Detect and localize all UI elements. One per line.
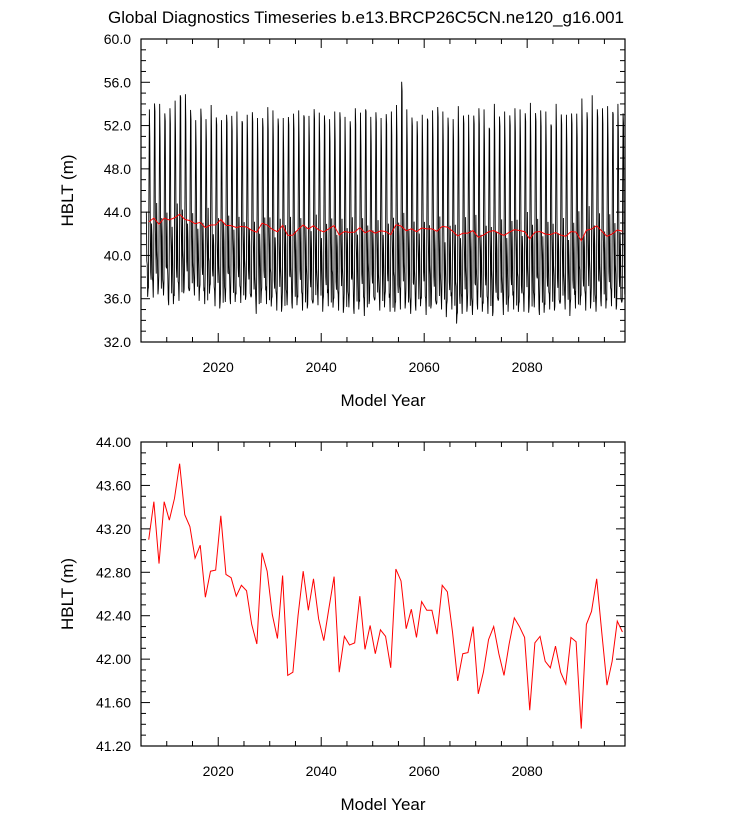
y-tick-label: 40.0 [104, 247, 131, 263]
y-tick-label: 42.00 [96, 651, 131, 667]
plot-area-bottom [148, 463, 623, 729]
panel-monthly-timeseries: 2020 2040 2060 2080 32.0 36.0 40.0 44.0 48.0 52.0… [58, 31, 626, 410]
y-tick-label: 32.0 [104, 334, 131, 350]
series-line-monthly [145, 81, 625, 324]
y-tick-label: 44.0 [104, 204, 131, 220]
y-tick-label: 36.0 [104, 291, 131, 307]
series-line-annual-mean [148, 213, 623, 242]
axis-ticks-bottom: 2020 2040 2060 2080 41.20 41.60 42.00 42.40 42.8… [96, 434, 625, 779]
x-tick-label: 2060 [409, 763, 440, 779]
y-tick-label: 41.20 [96, 738, 131, 754]
plot-frame-top [140, 38, 626, 343]
figure-title: Global Diagnostics Timeseries b.e13.BRCP… [108, 8, 624, 27]
y-axis-label-bottom: HBLT (m) [58, 558, 77, 630]
panel-annual-mean: 2020 2040 2060 2080 41.20 41.60 42.00 42.40 42.8… [58, 434, 626, 814]
x-axis-label-bottom: Model Year [340, 795, 425, 814]
x-tick-label: 2020 [203, 359, 234, 375]
y-axis-label-top: HBLT (m) [58, 154, 77, 226]
series-group [148, 463, 623, 729]
y-tick-label: 56.0 [104, 74, 131, 90]
y-tick-label: 52.0 [104, 118, 131, 134]
y-tick-label: 42.80 [96, 564, 131, 580]
y-tick-label: 44.00 [96, 434, 131, 450]
axis-ticks-top: 2020 2040 2060 2080 32.0 36.0 40.0 44.0 48.0 52.0… [104, 31, 625, 375]
y-tick-label: 43.60 [96, 477, 131, 493]
x-tick-label: 2040 [306, 763, 337, 779]
x-tick-label: 2020 [203, 763, 234, 779]
y-tick-label: 43.20 [96, 521, 131, 537]
x-axis-label-top: Model Year [340, 391, 425, 410]
plot-frame-bottom [140, 441, 626, 747]
y-tick-label: 60.0 [104, 31, 131, 47]
x-tick-label: 2040 [306, 359, 337, 375]
x-tick-label: 2080 [512, 359, 543, 375]
x-tick-label: 2080 [512, 763, 543, 779]
series-line-annual-mean [148, 463, 623, 729]
series-group [145, 81, 625, 324]
y-tick-label: 42.40 [96, 608, 131, 624]
y-tick-label: 48.0 [104, 161, 131, 177]
plot-area-top [145, 81, 625, 324]
y-tick-label: 41.60 [96, 695, 131, 711]
x-tick-label: 2060 [409, 359, 440, 375]
